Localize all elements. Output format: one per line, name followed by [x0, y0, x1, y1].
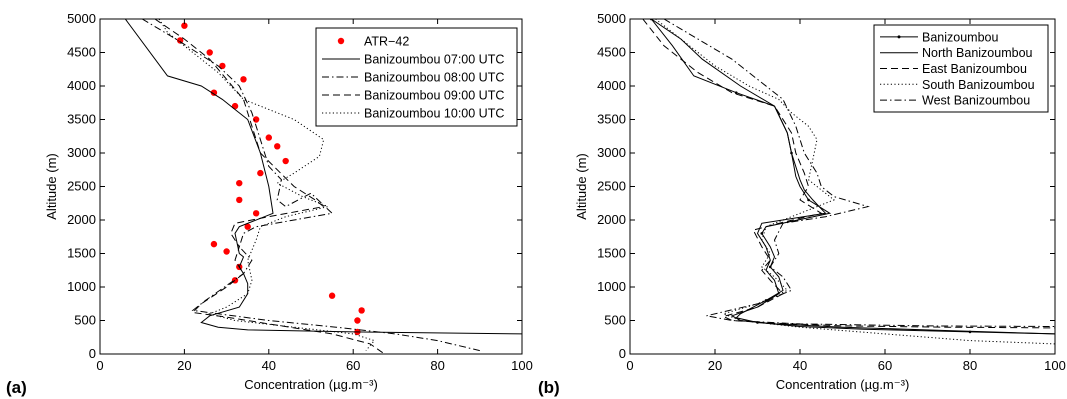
x-tick-label: 80 — [963, 358, 977, 373]
series-atr-42-point — [236, 196, 243, 204]
series-atr-42-point — [219, 62, 226, 70]
series-atr-42-point — [282, 157, 289, 165]
legend-entry: Banizoumbou 08:00 UTC — [364, 71, 504, 85]
series-south-banizoumbou-line — [655, 19, 1055, 345]
panel-label: (a) — [6, 378, 27, 397]
series-atr-42-point — [240, 76, 247, 83]
series-atr-42-point — [210, 89, 218, 96]
legend-entry: Banizoumbou 10:00 UTC — [364, 107, 504, 121]
series-atr-42-point — [252, 116, 260, 123]
y-tick-label: 4000 — [67, 78, 96, 93]
x-tick-label: 40 — [262, 358, 276, 373]
y-tick-label: 1000 — [597, 279, 626, 294]
y-tick-label: 3000 — [67, 145, 96, 160]
series-atr-42-point — [358, 307, 365, 314]
legend-entry: West Banizoumbou — [922, 94, 1030, 108]
x-tick-label: 0 — [626, 358, 633, 373]
series-atr-42-point — [223, 248, 230, 255]
x-tick-label: 40 — [793, 358, 807, 373]
chart-panel-a: 0 20 40 60 80 1000500100015002000250030003500… — [6, 11, 533, 397]
legend-entry: ATR−42 — [364, 35, 409, 49]
y-tick-label: 5000 — [67, 11, 96, 26]
x-tick-label: 20 — [708, 358, 722, 373]
series-atr-42-point — [274, 143, 281, 150]
series-atr-42-point — [328, 292, 336, 299]
x-tick-label: 60 — [878, 358, 892, 373]
legend-entry: North Banizoumbou — [922, 46, 1033, 60]
series-banizoumbou-08-00-utc-line — [141, 19, 480, 352]
legend-swatch-dot — [897, 35, 901, 39]
x-tick-label: 60 — [346, 358, 360, 373]
series-atr-42-point — [181, 22, 188, 29]
x-tick-label: 100 — [511, 358, 533, 373]
y-tick-label: 2500 — [597, 179, 626, 194]
y-tick-label: 4500 — [597, 45, 626, 60]
panel-label: (b) — [538, 378, 560, 397]
legend: ATR−42 Banizoumbou 07:00 UTC Banizoumbou 0… — [315, 27, 518, 127]
series-atr-42-point — [265, 134, 272, 141]
x-axis-label: Concentration (µg.m⁻³) — [244, 377, 378, 392]
y-tick-label: 1500 — [67, 246, 96, 261]
y-tick-label: 2000 — [597, 212, 626, 227]
series-atr-42-point — [244, 223, 251, 230]
x-tick-label: 100 — [1044, 358, 1066, 373]
y-tick-label: 0 — [619, 346, 626, 361]
y-tick-label: 3500 — [67, 112, 96, 127]
legend-entry: South Banizoumbou — [922, 78, 1035, 92]
series-atr-42-point — [231, 102, 239, 110]
series-atr-42-point — [206, 49, 213, 56]
legend-entry: Banizoumbou — [922, 30, 998, 44]
series-atr-42-point — [236, 179, 243, 187]
series-atr-42-point — [354, 317, 361, 324]
x-tick-label: 80 — [430, 358, 444, 373]
y-tick-label: 1500 — [597, 246, 626, 261]
legend: Banizoumbou North Banizoumbou East Banizou… — [873, 24, 1049, 113]
x-axis-label: Concentration (µg.m⁻³) — [776, 377, 910, 392]
series-atr-42-point — [257, 169, 264, 177]
y-tick-label: 0 — [89, 346, 96, 361]
y-tick-label: 500 — [604, 313, 626, 328]
y-axis-label: Altitude (m) — [44, 153, 59, 219]
y-tick-label: 3000 — [597, 145, 626, 160]
x-tick-label: 0 — [96, 358, 103, 373]
series-banizoumbou-point — [734, 91, 738, 94]
series-atr-42-point — [210, 240, 218, 248]
y-tick-label: 4000 — [597, 78, 626, 93]
legend-swatch — [337, 37, 345, 45]
series-atr-42-point — [252, 210, 260, 217]
y-tick-label: 500 — [74, 313, 96, 328]
y-tick-label: 2000 — [67, 212, 96, 227]
series-banizoumbou-point — [807, 198, 810, 202]
y-axis-label: Altitude (m) — [574, 153, 589, 219]
x-tick-label: 20 — [177, 358, 191, 373]
y-tick-label: 1000 — [67, 279, 96, 294]
legend-entry: East Banizoumbou — [922, 62, 1027, 76]
legend-entry: Banizoumbou 07:00 UTC — [364, 53, 504, 67]
series-banizoumbou-07-00-utc-line — [124, 19, 522, 335]
series-banizoumbou-point — [760, 232, 764, 235]
y-tick-label: 3500 — [597, 112, 626, 127]
y-tick-label: 2500 — [67, 179, 96, 194]
legend-box — [315, 27, 518, 127]
series-atr-42-point — [176, 37, 184, 44]
legend-entry: Banizoumbou 09:00 UTC — [364, 89, 504, 103]
y-tick-label: 4500 — [67, 45, 96, 60]
chart-panel-b: 0 20 40 60 80 1000500100015002000250030003500… — [538, 11, 1066, 397]
y-tick-label: 5000 — [597, 11, 626, 26]
series-west-banizoumbou-line — [663, 19, 1055, 327]
